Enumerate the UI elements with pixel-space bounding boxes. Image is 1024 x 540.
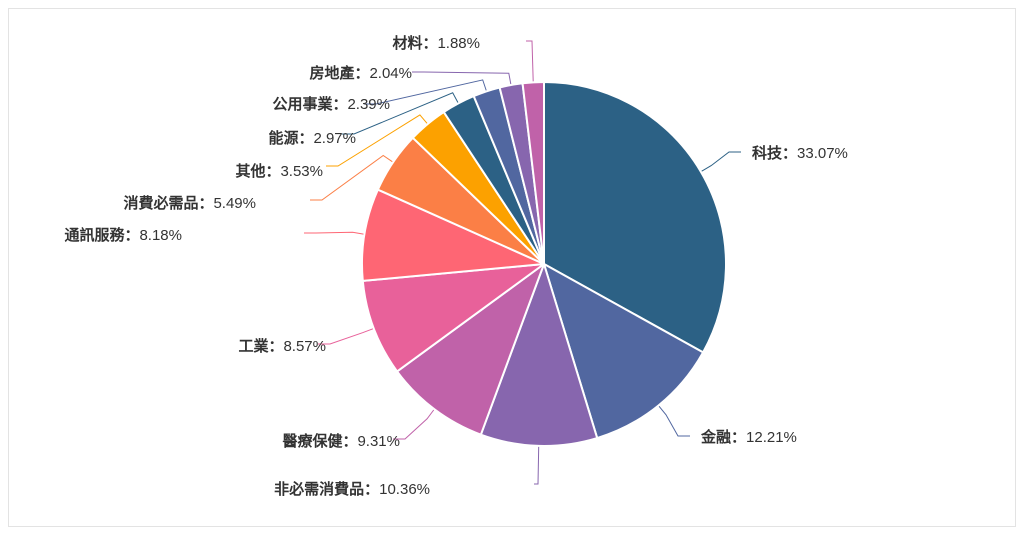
leader-line xyxy=(342,92,459,135)
slice-label-value: 3.53% xyxy=(280,163,323,180)
slice-label: 工業：8.57% xyxy=(238,337,326,355)
leader-line xyxy=(304,231,364,235)
slice-label: 非必需消費品：10.36% xyxy=(274,480,430,498)
pie-slices xyxy=(361,81,727,447)
pie-slice[interactable] xyxy=(521,81,545,265)
leader-line xyxy=(326,114,428,167)
slice-label-name: 能源： xyxy=(268,129,313,147)
slice-label: 材料：1.88% xyxy=(392,34,480,52)
pie-slice[interactable] xyxy=(479,263,599,447)
slice-label-name: 材料： xyxy=(392,34,437,52)
pie-slice[interactable] xyxy=(361,188,545,282)
slice-label-name: 工業： xyxy=(238,337,283,355)
slice-label-name: 公用事業： xyxy=(272,95,347,113)
slice-label-name: 房地產： xyxy=(309,64,369,82)
slice-label-value: 2.04% xyxy=(369,65,412,82)
slice-label: 金融：12.21% xyxy=(700,428,797,446)
slice-label-value: 2.39% xyxy=(347,96,390,113)
slice-label-value: 1.88% xyxy=(437,35,480,52)
leader-line xyxy=(364,79,487,105)
slice-label-name: 科技： xyxy=(752,144,797,162)
slice-label-name: 醫療保健： xyxy=(282,432,357,450)
slice-label-value: 2.97% xyxy=(313,130,356,147)
slice-label-name: 消費必需品： xyxy=(123,194,213,212)
slice-label: 消費必需品：5.49% xyxy=(123,194,256,212)
leader-line xyxy=(318,328,374,345)
slice-label: 通訊服務：8.18% xyxy=(64,226,182,244)
slice-label: 科技：33.07% xyxy=(752,144,848,162)
pie-slice[interactable] xyxy=(361,263,545,373)
pie-slice[interactable] xyxy=(543,263,705,440)
leader-line xyxy=(393,409,435,440)
slice-label-value: 8.18% xyxy=(139,227,182,244)
pie-slice[interactable] xyxy=(396,263,545,436)
leader-line xyxy=(412,71,512,85)
slice-label-value: 33.07% xyxy=(797,145,848,162)
slice-label-name: 其他： xyxy=(235,162,280,180)
leader-line xyxy=(658,405,690,437)
slice-label-value: 5.49% xyxy=(213,195,256,212)
slice-label: 醫療保健：9.31% xyxy=(282,432,400,450)
leader-line xyxy=(526,40,534,82)
leader-line xyxy=(310,154,393,201)
leader-line xyxy=(534,446,540,485)
slice-label: 其他：3.53% xyxy=(235,162,323,180)
leader-lines xyxy=(304,40,741,485)
slice-label: 能源：2.97% xyxy=(268,129,356,147)
leader-line xyxy=(701,151,741,172)
slice-label-value: 9.31% xyxy=(357,433,400,450)
slice-label-value: 8.57% xyxy=(283,338,326,355)
pie-slice[interactable] xyxy=(543,81,727,354)
slice-label-value: 12.21% xyxy=(746,429,797,446)
slice-label: 公用事業：2.39% xyxy=(272,95,390,113)
slice-label-value: 10.36% xyxy=(379,481,430,498)
slice-label-name: 通訊服務： xyxy=(64,226,139,244)
slice-label-name: 非必需消費品： xyxy=(274,480,379,498)
slice-label-name: 金融： xyxy=(700,428,746,446)
slice-labels: 科技：33.07% 金融：12.21% 非必需消費品：10.36% 醫療保健：9.31… xyxy=(64,34,847,498)
slice-label: 房地產：2.04% xyxy=(309,64,412,82)
